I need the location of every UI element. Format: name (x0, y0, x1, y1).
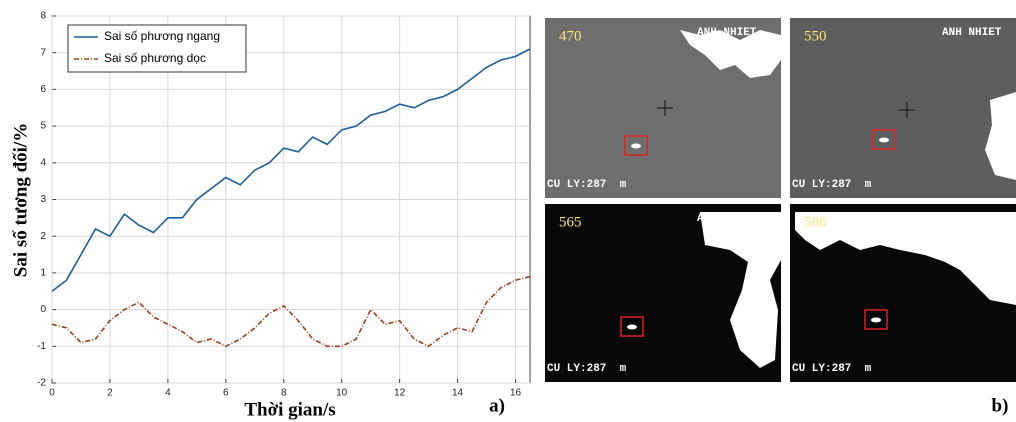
lines (51, 48, 531, 348)
x-tick-label: 10 (336, 388, 348, 399)
x-tick-label: 2 (107, 388, 113, 399)
cloud (700, 212, 781, 368)
y-axis-label: Sai số tương đối/% (10, 123, 31, 277)
frame-texts: 470 ANH NHIET CU LY:287 m 550 ANH NHIET CU LY… (547, 27, 1002, 375)
series-line (51, 275, 531, 348)
target-box (620, 316, 644, 337)
target (871, 317, 881, 323)
frame-bg (790, 18, 1016, 198)
y-tick-label: 0 (40, 304, 46, 315)
target (631, 143, 641, 149)
x-tick-label: 0 (49, 388, 55, 399)
legend-label: Sai số phương dọc (104, 51, 206, 65)
cloud (795, 212, 1016, 305)
target (627, 324, 637, 330)
y-tick-label: 3 (40, 194, 46, 205)
frame-tag: ANH NHIET (942, 213, 1002, 225)
y-tick-label: 2 (40, 231, 46, 242)
frame-range: CU LY:287 m (792, 363, 872, 375)
frame-range: CU LY:287 m (547, 179, 627, 191)
x-tick-label: 12 (394, 388, 406, 399)
y-tick-label: 1 (40, 268, 46, 279)
frame-number: 550 (804, 28, 827, 44)
thermal-panels (545, 18, 1016, 382)
series-line (51, 48, 531, 292)
frame-range: CU LY:287 m (792, 179, 872, 191)
cloud (985, 92, 1016, 180)
legend-box (67, 24, 247, 73)
legend-label: Sai số phương ngang (104, 29, 220, 43)
frame-tag: ANH NHIET (697, 213, 757, 225)
x-tick-label: 4 (165, 388, 171, 399)
y-tick-label: -2 (37, 378, 46, 389)
frame-number: 565 (559, 214, 582, 230)
panel-label: b) (992, 395, 1009, 416)
frame-tag: ANH NHIET (697, 27, 757, 39)
x-tick-label: 6 (223, 388, 229, 399)
target-box (872, 129, 896, 150)
y-tick-label: 6 (40, 84, 46, 95)
frame-number: 586 (804, 214, 827, 230)
legend: Sai số phương ngang Sai số phương dọc (67, 24, 247, 73)
frame-range: CU LY:287 m (547, 363, 627, 375)
y-tick-label: 4 (40, 157, 46, 168)
x-tick-label: 8 (281, 388, 287, 399)
target-box (864, 309, 888, 330)
cloud (680, 30, 781, 78)
panel-label: a) (489, 395, 505, 416)
x-tick-label: 14 (452, 388, 464, 399)
x-axis-label: Thời gian/s (244, 399, 335, 420)
target-box (624, 135, 648, 156)
y-tick-label: 5 (40, 121, 46, 132)
y-tick-label: 8 (40, 11, 46, 22)
frame-number: 470 (559, 28, 582, 44)
y-tick-label: 7 (40, 47, 46, 58)
frame-tag: ANH NHIET (942, 27, 1002, 39)
y-tick-label: -1 (37, 341, 46, 352)
x-tick-label: 16 (510, 388, 522, 399)
target (879, 137, 889, 143)
